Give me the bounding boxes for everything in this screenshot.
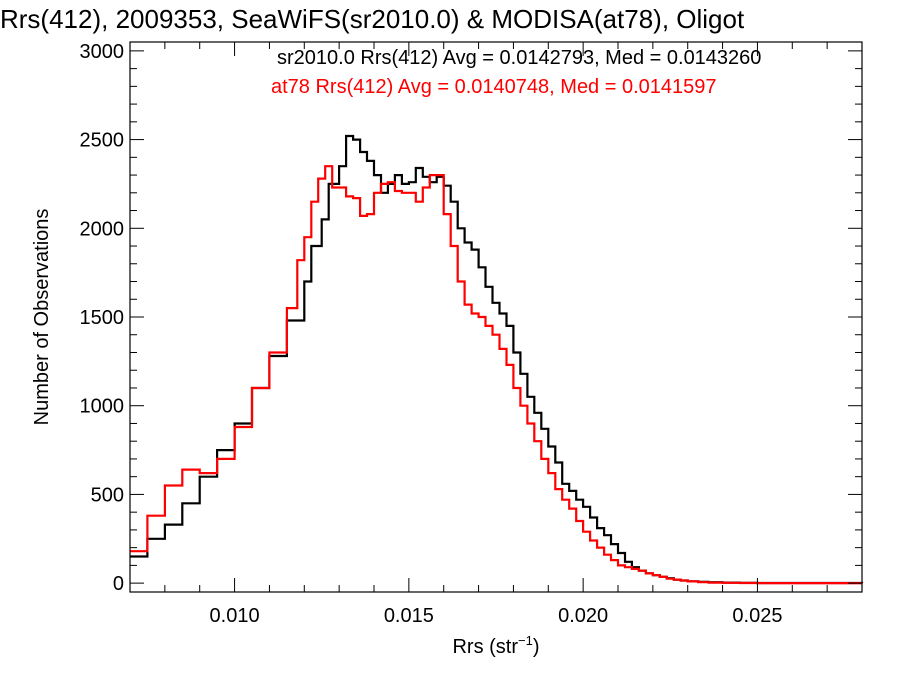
series-line-1 bbox=[130, 165, 862, 585]
y-tick-label: 2000 bbox=[80, 218, 125, 240]
y-axis-label: Number of Observations bbox=[31, 209, 53, 426]
x-tick-label: 0.015 bbox=[384, 605, 434, 627]
x-tick-label: 0.010 bbox=[210, 605, 260, 627]
y-tick-label: 500 bbox=[91, 484, 124, 506]
x-tick-label: 0.025 bbox=[732, 605, 782, 627]
series-line-0 bbox=[130, 134, 864, 585]
annotation-at78: at78 Rrs(412) Avg = 0.0140748, Med = 0.0… bbox=[271, 76, 717, 98]
y-tick-label: 1000 bbox=[80, 396, 125, 418]
chart-title: Rrs(412), 2009353, SeaWiFS(sr2010.0) & M… bbox=[0, 4, 745, 34]
annotation-sr2010: sr2010.0 Rrs(412) Avg = 0.0142793, Med =… bbox=[277, 47, 762, 69]
plot-frame bbox=[129, 41, 863, 593]
y-tick-label: 3000 bbox=[80, 41, 125, 63]
x-axis-label: Rrs (str−1) bbox=[452, 633, 539, 658]
x-tick-label: 0.020 bbox=[558, 605, 608, 627]
y-tick-label: 1500 bbox=[80, 307, 125, 329]
y-tick-label: 0 bbox=[113, 573, 124, 595]
y-tick-label: 2500 bbox=[80, 130, 125, 152]
